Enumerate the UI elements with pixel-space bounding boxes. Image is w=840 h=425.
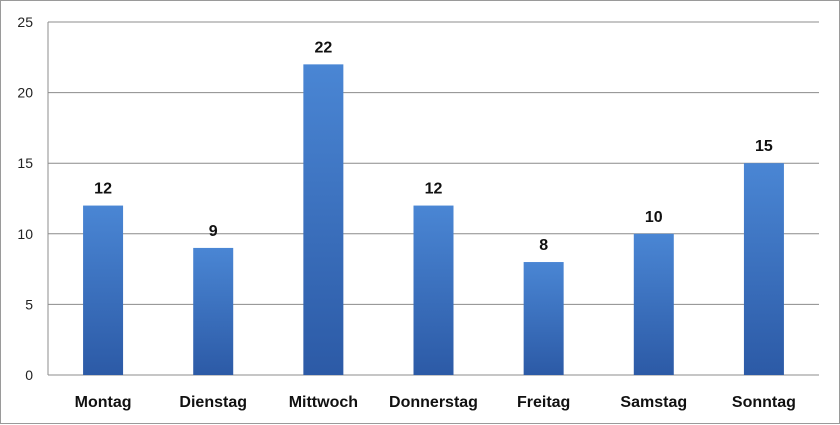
bar-dienstag (193, 247, 234, 375)
x-category-label: Donnerstag (389, 394, 478, 411)
y-tick-label: 10 (17, 226, 33, 242)
data-label: 8 (539, 237, 548, 254)
data-label: 10 (645, 209, 663, 226)
y-axis-tick-labels: 0 5 10 15 20 25 (17, 14, 33, 383)
x-category-label: Sonntag (732, 394, 796, 411)
y-tick-label: 20 (17, 85, 33, 101)
x-axis-category-labels: Montag Dienstag Mittwoch Donnerstag Freitag S… (75, 394, 796, 411)
bar-mittwoch (303, 64, 344, 376)
data-label: 15 (755, 138, 773, 155)
bar-sonntag (743, 163, 784, 375)
data-labels: 12 9 22 12 8 10 15 (94, 39, 773, 254)
x-category-label: Montag (75, 394, 132, 411)
data-label: 12 (94, 181, 112, 198)
bar-donnerstag (413, 205, 454, 375)
x-category-label: Freitag (517, 394, 570, 411)
data-label: 9 (209, 223, 218, 240)
bar-samstag (633, 233, 674, 375)
data-label: 22 (314, 39, 332, 56)
y-tick-label: 5 (25, 296, 33, 312)
bar-freitag (523, 262, 564, 375)
y-tick-label: 15 (17, 155, 33, 171)
y-tick-label: 25 (17, 14, 33, 30)
y-tick-label: 0 (25, 367, 33, 383)
x-category-label: Mittwoch (289, 394, 358, 411)
bar-montag (83, 205, 124, 375)
x-category-label: Dienstag (179, 394, 247, 411)
x-category-label: Samstag (620, 394, 687, 411)
data-label: 12 (425, 181, 443, 198)
bars (83, 64, 784, 376)
